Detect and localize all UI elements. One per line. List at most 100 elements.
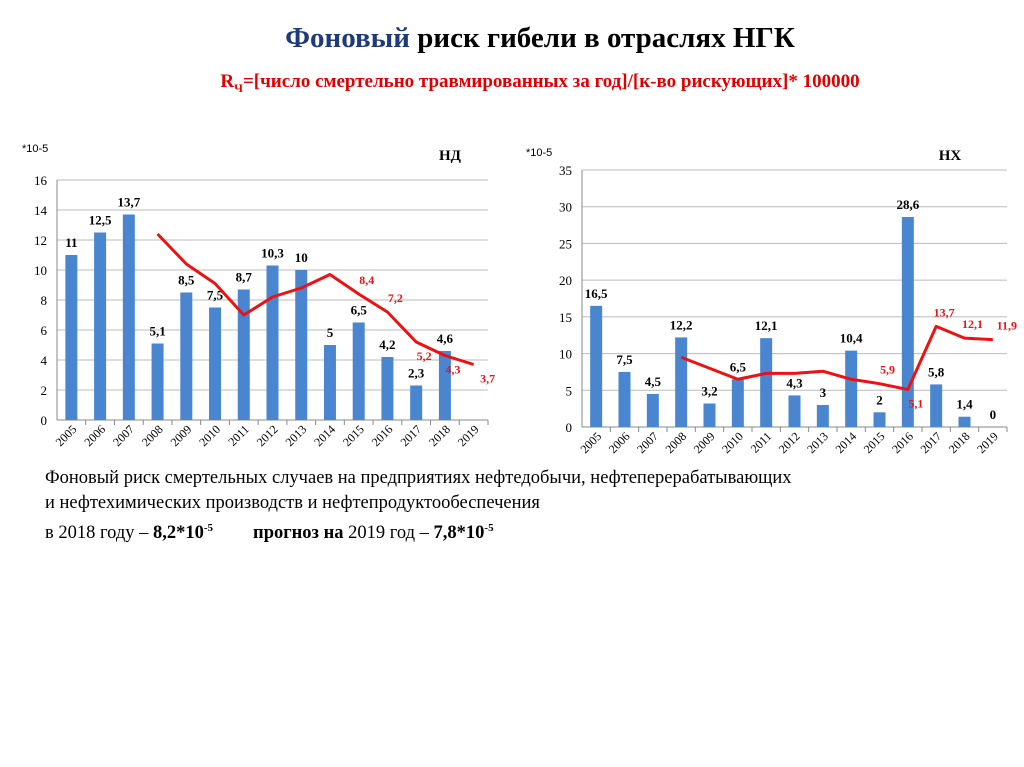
x-tick-label: 2009 [168,422,195,449]
x-tick-label: 2018 [946,429,973,456]
y-tick-label: 14 [34,203,48,218]
bar [438,351,451,420]
bar-label: 8,5 [178,273,195,288]
bar [873,412,886,427]
line-label: 12,1 [962,317,983,331]
y-tick-label: 4 [41,353,48,368]
bar [237,289,250,420]
formula-r: R [220,71,235,92]
bar [266,265,279,420]
formula: RЧ=[число смертельно травмированных за г… [180,68,900,102]
bar [646,393,659,427]
bar [151,343,164,420]
x-tick-label: 2010 [719,429,746,456]
title-rest: риск гибели в отраслях НГК [410,22,795,54]
bar [731,379,744,427]
y-tick-label: 12 [34,233,47,248]
bar-label: 13,7 [117,195,140,210]
formula-sub: Ч [234,80,243,95]
bar-label: 5 [327,325,334,340]
x-tick-label: 2017 [397,422,424,449]
bar [180,292,193,420]
slide-title: Фоновый риск гибели в отраслях НГК [0,22,1024,55]
x-tick-label: 2016 [889,429,916,456]
bar [295,270,308,420]
bar [352,322,365,420]
bar [958,416,971,427]
bar [901,216,914,427]
x-tick-label: 2007 [110,422,137,449]
y-tick-label: 35 [559,163,572,178]
bar-label: 5,8 [928,364,945,379]
bar-label: 6,5 [351,303,368,318]
x-tick-label: 2014 [832,429,859,456]
x-tick-label: 2015 [340,422,367,449]
bar-label: 0 [990,407,997,422]
bar-label: 1,4 [956,397,973,412]
bar-label: 3 [820,385,827,400]
title-word: Фоновый [285,22,411,54]
line-label: 13,7 [934,305,955,319]
chart-title: НХ [939,148,962,164]
summary-line-2: и нефтехимических производств и нефтепро… [45,493,540,513]
y-tick-label: 0 [566,420,573,435]
text: в 2018 году – [45,523,153,544]
bar [94,232,107,420]
x-tick-label: 2015 [861,429,888,456]
line-label: 5,1 [908,397,923,411]
bar-label: 12,2 [670,317,693,332]
bar [590,305,603,427]
exponent: -5 [484,522,494,534]
bar [703,403,716,427]
x-tick-label: 2018 [426,422,453,449]
x-tick-label: 2019 [974,429,1001,456]
line-label: 3,7 [480,372,495,386]
y-tick-label: 25 [559,236,572,251]
unit-label: *10-5 [526,147,552,159]
summary-line-1: Фоновый риск смертельных случаев на пред… [45,468,792,488]
y-tick-label: 16 [34,173,48,188]
x-tick-label: 2017 [917,429,944,456]
bar-label: 5,1 [149,324,165,339]
bar-label: 12,1 [755,318,778,333]
value-2018: 8,2*10 [153,523,204,544]
bar [760,338,773,427]
line-label: 7,2 [388,291,403,305]
bar-label: 4,2 [379,337,395,352]
y-tick-label: 10 [34,263,47,278]
bar-label: 4,5 [645,374,662,389]
bar-label: 4,6 [437,331,454,346]
bar [930,384,943,427]
bar-label: 8,7 [236,270,253,285]
x-tick-label: 2013 [282,422,309,449]
formula-text: =[число смертельно травмированных за год… [242,71,860,92]
x-tick-label: 2006 [606,429,633,456]
bar [675,337,688,427]
bar [209,307,222,420]
x-tick-label: 2013 [804,429,831,456]
y-tick-label: 8 [41,293,48,308]
bar-label: 10,4 [840,331,863,346]
bar-label: 16,5 [585,286,608,301]
y-tick-label: 5 [566,383,573,398]
x-tick-label: 2005 [53,422,80,449]
x-tick-label: 2019 [455,422,482,449]
y-tick-label: 6 [41,323,48,338]
forecast-label: прогноз на [253,523,344,544]
text: 2019 год – [343,523,434,544]
forecast-line [680,324,993,392]
bar [816,404,829,427]
x-tick-label: 2014 [311,422,338,449]
x-tick-label: 2012 [254,422,281,449]
forecast-line [156,232,475,366]
x-tick-label: 2012 [776,429,803,456]
y-tick-label: 15 [559,310,572,325]
value-2019: 7,8*10 [433,523,485,544]
bar-label: 2,3 [408,366,425,381]
x-tick-label: 2011 [225,422,252,449]
bar [410,385,423,420]
chart-title: НД [439,148,462,164]
y-tick-label: 10 [559,347,572,362]
bar [788,395,801,427]
